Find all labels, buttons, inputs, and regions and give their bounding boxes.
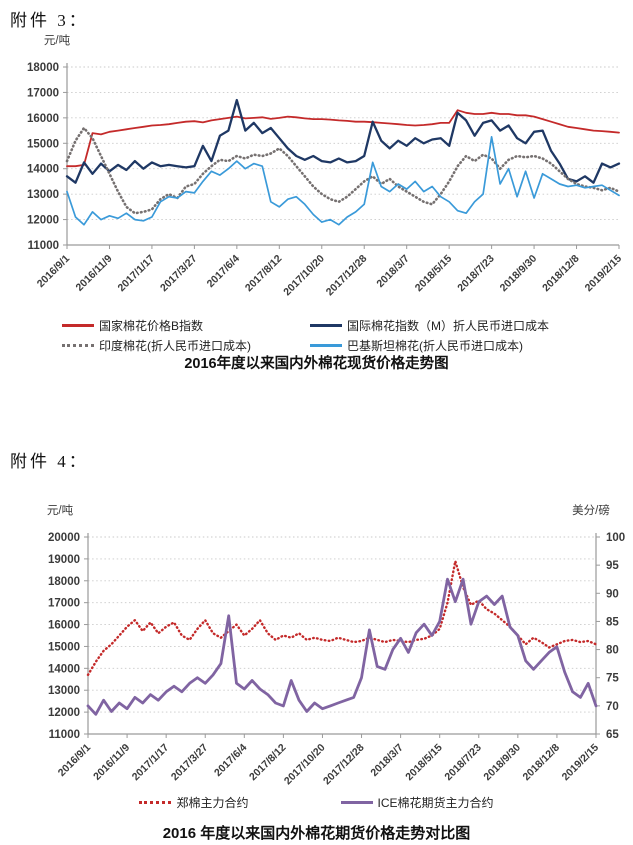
legend-item-india: 印度棉花(折人民币进口成本) xyxy=(62,337,310,354)
legend-label: 巴基斯坦棉花(折人民币进口成本) xyxy=(347,339,523,353)
svg-text:元/吨: 元/吨 xyxy=(44,34,71,47)
attachment-4-label: 附件 4： xyxy=(10,452,89,471)
svg-text:2017/1/17: 2017/1/17 xyxy=(116,253,158,295)
svg-text:65: 65 xyxy=(606,729,619,741)
svg-text:2017/3/27: 2017/3/27 xyxy=(158,253,200,295)
svg-text:2016/11/9: 2016/11/9 xyxy=(73,253,114,294)
svg-text:16000: 16000 xyxy=(27,113,59,125)
legend-marker-gray-dotted xyxy=(62,344,94,347)
legend-label: 国际棉花指数（M）折人民币进口成本 xyxy=(347,319,549,333)
legend-label: 国家棉花价格B指数 xyxy=(99,319,204,333)
legend-marker-red-dotted xyxy=(139,801,172,804)
attachment-3-label: 附件 3： xyxy=(10,11,89,30)
svg-text:80: 80 xyxy=(606,645,619,657)
legend-label: 郑棉主力合约 xyxy=(176,796,249,810)
svg-text:70: 70 xyxy=(606,701,619,713)
svg-text:2016/11/9: 2016/11/9 xyxy=(91,742,132,783)
legend-marker-purple-line xyxy=(340,801,373,804)
legend-label: ICE棉花期货主力合约 xyxy=(377,796,494,810)
svg-text:13000: 13000 xyxy=(27,189,59,201)
svg-text:2018/12/8: 2018/12/8 xyxy=(521,742,563,784)
svg-text:15000: 15000 xyxy=(27,138,59,150)
svg-text:2017/10/20: 2017/10/20 xyxy=(281,253,327,299)
svg-text:2018/9/30: 2018/9/30 xyxy=(481,742,523,784)
svg-text:2019/2/15: 2019/2/15 xyxy=(583,253,625,295)
svg-text:95: 95 xyxy=(606,560,619,572)
legend-item-ice: ICE棉花期货主力合约 xyxy=(340,794,494,811)
svg-text:17000: 17000 xyxy=(27,87,59,99)
spot-price-chart: 18000 17000 16000 15000 14000 13000 12000 11000… xyxy=(27,34,625,299)
svg-text:2016/9/1: 2016/9/1 xyxy=(35,253,72,290)
legend-label: 印度棉花(折人民币进口成本) xyxy=(99,339,251,353)
chart1-title: 2016年度以来国内外棉花现货价格走势图 xyxy=(184,356,449,372)
svg-text:2018/3/7: 2018/3/7 xyxy=(368,742,405,779)
svg-text:12000: 12000 xyxy=(48,707,80,719)
svg-text:2016/9/1: 2016/9/1 xyxy=(56,742,93,779)
svg-text:14000: 14000 xyxy=(27,164,59,176)
svg-text:2018/7/23: 2018/7/23 xyxy=(455,253,497,295)
svg-text:90: 90 xyxy=(606,588,619,600)
legend-item-b-index: 国家棉花价格B指数 xyxy=(62,317,310,334)
svg-text:17000: 17000 xyxy=(48,598,80,610)
svg-text:2018/9/30: 2018/9/30 xyxy=(498,253,540,295)
chart1-legend: 国家棉花价格B指数 国际棉花指数（M）折人民币进口成本 印度棉花(折人民币进口成… xyxy=(62,317,549,354)
svg-text:元/吨: 元/吨 xyxy=(47,504,74,517)
svg-text:2017/3/27: 2017/3/27 xyxy=(169,742,211,784)
chart2-legend: 郑棉主力合约 ICE棉花期货主力合约 xyxy=(0,794,633,811)
svg-text:2017/12/28: 2017/12/28 xyxy=(321,742,367,788)
legend-marker-lightblue-line xyxy=(310,344,342,347)
legend-item-m-index: 国际棉花指数（M）折人民币进口成本 xyxy=(310,317,549,334)
svg-text:20000: 20000 xyxy=(48,532,80,544)
svg-text:75: 75 xyxy=(606,673,619,685)
svg-text:2017/10/20: 2017/10/20 xyxy=(282,742,328,788)
futures-price-chart: 20000 19000 18000 17000 16000 15000 14000 13000… xyxy=(47,503,625,788)
svg-text:2018/5/15: 2018/5/15 xyxy=(413,253,455,295)
svg-text:2017/8/12: 2017/8/12 xyxy=(243,253,285,295)
svg-text:2017/6/4: 2017/6/4 xyxy=(205,253,242,290)
legend-marker-navy-line xyxy=(310,324,342,327)
chart2-title: 2016 年度以来国内外棉花期货价格走势对比图 xyxy=(162,825,471,842)
legend-item-pakistan: 巴基斯坦棉花(折人民币进口成本) xyxy=(310,337,549,354)
legend-marker-red-line xyxy=(62,324,94,327)
svg-text:85: 85 xyxy=(606,616,619,628)
svg-text:13000: 13000 xyxy=(48,685,80,697)
svg-text:2018/5/15: 2018/5/15 xyxy=(403,742,445,784)
svg-text:2017/8/12: 2017/8/12 xyxy=(247,742,289,784)
svg-text:2018/12/8: 2018/12/8 xyxy=(540,253,582,295)
svg-text:2017/12/28: 2017/12/28 xyxy=(324,253,370,299)
svg-text:11000: 11000 xyxy=(28,240,59,252)
svg-text:12000: 12000 xyxy=(27,215,59,227)
svg-text:2018/7/23: 2018/7/23 xyxy=(442,742,484,784)
svg-text:100: 100 xyxy=(606,532,625,544)
svg-text:2019/2/15: 2019/2/15 xyxy=(560,742,602,784)
svg-text:16000: 16000 xyxy=(48,620,80,632)
svg-text:2017/1/17: 2017/1/17 xyxy=(130,742,172,784)
svg-text:18000: 18000 xyxy=(27,62,59,74)
svg-text:14000: 14000 xyxy=(48,663,80,675)
svg-text:18000: 18000 xyxy=(48,576,80,588)
svg-text:19000: 19000 xyxy=(48,554,80,566)
legend-item-zce: 郑棉主力合约 xyxy=(139,794,249,811)
svg-text:美分/磅: 美分/磅 xyxy=(572,503,610,517)
svg-text:2018/3/7: 2018/3/7 xyxy=(374,253,411,290)
svg-text:15000: 15000 xyxy=(48,641,80,653)
svg-text:2017/6/4: 2017/6/4 xyxy=(212,742,249,779)
svg-text:11000: 11000 xyxy=(49,729,80,741)
